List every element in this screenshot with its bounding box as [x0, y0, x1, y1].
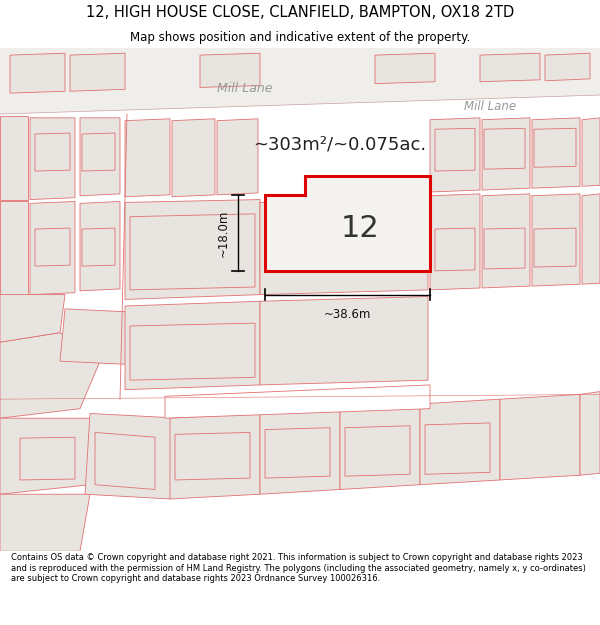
Text: 12: 12 — [341, 214, 379, 243]
Polygon shape — [20, 438, 75, 480]
Polygon shape — [532, 194, 580, 286]
Polygon shape — [130, 214, 255, 290]
Polygon shape — [0, 418, 100, 494]
Polygon shape — [430, 194, 480, 290]
Polygon shape — [580, 392, 600, 475]
Polygon shape — [534, 128, 576, 168]
Polygon shape — [130, 323, 255, 380]
Polygon shape — [0, 494, 90, 551]
Polygon shape — [340, 404, 420, 489]
Polygon shape — [0, 294, 65, 342]
Polygon shape — [480, 53, 540, 82]
Polygon shape — [430, 118, 480, 192]
Text: ~18.0m: ~18.0m — [217, 209, 230, 256]
Polygon shape — [260, 409, 340, 494]
Text: 12, HIGH HOUSE CLOSE, CLANFIELD, BAMPTON, OX18 2TD: 12, HIGH HOUSE CLOSE, CLANFIELD, BAMPTON… — [86, 5, 514, 20]
Polygon shape — [345, 426, 410, 476]
Polygon shape — [200, 53, 260, 88]
Polygon shape — [532, 118, 580, 188]
Polygon shape — [30, 201, 75, 294]
Polygon shape — [125, 301, 260, 389]
Polygon shape — [582, 194, 600, 284]
Polygon shape — [500, 394, 580, 480]
Polygon shape — [260, 296, 428, 385]
Polygon shape — [425, 423, 490, 474]
Polygon shape — [30, 118, 75, 199]
Polygon shape — [420, 399, 500, 485]
Text: ~303m²/~0.075ac.: ~303m²/~0.075ac. — [253, 136, 427, 154]
Text: ~38.6m: ~38.6m — [324, 308, 371, 321]
Polygon shape — [35, 228, 70, 266]
Polygon shape — [0, 332, 100, 418]
Polygon shape — [82, 228, 115, 266]
Text: Map shows position and indicative extent of the property.: Map shows position and indicative extent… — [130, 31, 470, 44]
Polygon shape — [125, 119, 170, 197]
Polygon shape — [70, 53, 125, 91]
Polygon shape — [534, 228, 576, 267]
Text: Contains OS data © Crown copyright and database right 2021. This information is : Contains OS data © Crown copyright and d… — [11, 554, 586, 583]
Polygon shape — [260, 199, 428, 294]
Polygon shape — [482, 194, 530, 288]
Polygon shape — [60, 309, 165, 366]
Polygon shape — [165, 385, 430, 418]
Polygon shape — [125, 199, 260, 299]
Text: Mill Lane: Mill Lane — [464, 100, 516, 113]
Polygon shape — [10, 53, 65, 93]
Polygon shape — [0, 116, 28, 199]
Polygon shape — [435, 228, 475, 271]
Polygon shape — [0, 201, 28, 294]
Polygon shape — [484, 228, 525, 269]
Polygon shape — [265, 176, 430, 271]
Polygon shape — [582, 118, 600, 186]
Polygon shape — [545, 53, 590, 81]
Polygon shape — [85, 413, 180, 499]
Polygon shape — [0, 48, 600, 114]
Polygon shape — [484, 128, 525, 169]
Polygon shape — [80, 118, 120, 196]
Polygon shape — [265, 428, 330, 478]
Polygon shape — [80, 201, 120, 291]
Polygon shape — [217, 119, 258, 195]
Polygon shape — [82, 133, 115, 171]
Polygon shape — [375, 53, 435, 84]
Polygon shape — [482, 118, 530, 190]
Polygon shape — [175, 432, 250, 480]
Polygon shape — [170, 413, 260, 499]
Polygon shape — [95, 432, 155, 489]
Text: Mill Lane: Mill Lane — [217, 82, 273, 95]
Polygon shape — [35, 133, 70, 171]
Polygon shape — [435, 128, 475, 171]
Polygon shape — [172, 119, 215, 197]
